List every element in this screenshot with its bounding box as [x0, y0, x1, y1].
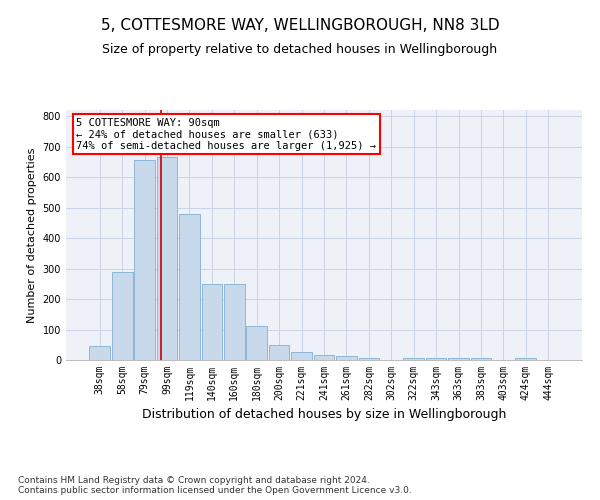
Bar [426, 358, 446, 360]
Bar [247, 326, 267, 360]
Bar [202, 284, 222, 360]
Bar [359, 358, 379, 360]
Text: Size of property relative to detached houses in Wellingborough: Size of property relative to detached ho… [103, 42, 497, 56]
Y-axis label: Number of detached properties: Number of detached properties [27, 148, 37, 322]
Bar [89, 346, 110, 360]
Bar [470, 358, 491, 360]
X-axis label: Distribution of detached houses by size in Wellingborough: Distribution of detached houses by size … [142, 408, 506, 422]
Bar [403, 358, 424, 360]
Bar [314, 356, 334, 360]
Bar [157, 158, 178, 360]
Bar [515, 358, 536, 360]
Text: 5 COTTESMORE WAY: 90sqm
← 24% of detached houses are smaller (633)
74% of semi-d: 5 COTTESMORE WAY: 90sqm ← 24% of detache… [76, 118, 376, 150]
Bar [134, 160, 155, 360]
Text: Contains HM Land Registry data © Crown copyright and database right 2024.
Contai: Contains HM Land Registry data © Crown c… [18, 476, 412, 495]
Bar [179, 214, 200, 360]
Bar [269, 346, 289, 360]
Text: 5, COTTESMORE WAY, WELLINGBOROUGH, NN8 3LD: 5, COTTESMORE WAY, WELLINGBOROUGH, NN8 3… [101, 18, 499, 32]
Bar [112, 272, 133, 360]
Bar [224, 284, 245, 360]
Bar [291, 352, 312, 360]
Bar [448, 358, 469, 360]
Bar [336, 356, 357, 360]
